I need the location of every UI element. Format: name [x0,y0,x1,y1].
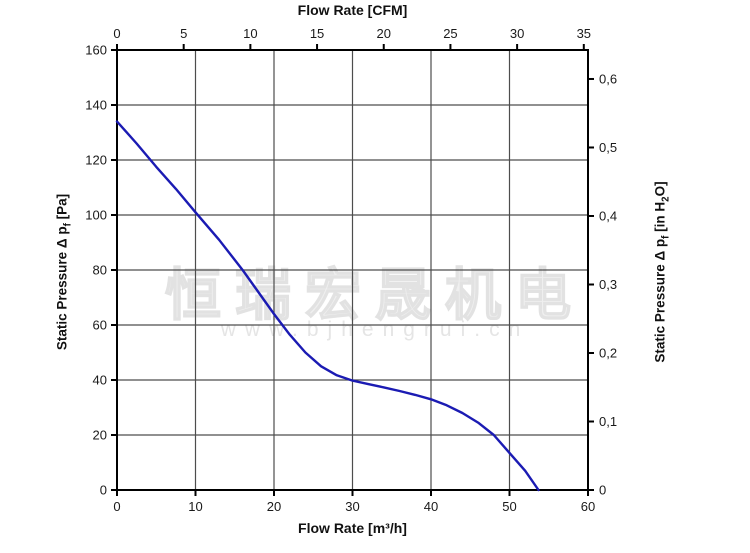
y-right-tick-label: 0,4 [599,208,617,223]
bottom-axis-title: Flow Rate [m³/h] [298,520,407,536]
x-top-tick-label: 15 [310,26,324,41]
x-bottom-tick-label: 60 [581,499,595,514]
static-pressure-curve [115,120,540,492]
y-right-tick-label: 0,1 [599,414,617,429]
x-top-tick-label: 20 [377,26,391,41]
x-bottom-tick-label: 10 [188,499,202,514]
y-left-tick-label: 80 [93,263,107,278]
y-left-tick-label: 160 [85,43,107,58]
x-bottom-tick-label: 40 [424,499,438,514]
x-bottom-tick-label: 30 [345,499,359,514]
x-bottom-tick-label: 20 [267,499,281,514]
x-bottom-tick-label: 0 [113,499,120,514]
x-top-tick-label: 30 [510,26,524,41]
y-left-tick-label: 100 [85,208,107,223]
y-left-tick-label: 20 [93,428,107,443]
y-left-tick-label: 140 [85,98,107,113]
x-top-tick-label: 35 [577,26,591,41]
x-top-tick-label: 0 [113,26,120,41]
y-left-tick-label: 0 [100,483,107,498]
y-left-tick-label: 40 [93,373,107,388]
x-top-tick-label: 25 [443,26,457,41]
top-axis-title: Flow Rate [CFM] [297,2,408,18]
y-right-tick-label: 0,6 [599,71,617,86]
x-top-tick-label: 10 [243,26,257,41]
x-top-tick-label: 5 [180,26,187,41]
y-right-tick-label: 0 [599,483,606,498]
y-left-tick-label: 60 [93,318,107,333]
y-right-tick-label: 0,2 [599,345,617,360]
y-right-tick-label: 0,5 [599,140,617,155]
y-left-tick-label: 120 [85,153,107,168]
x-bottom-tick-label: 50 [502,499,516,514]
y-right-tick-label: 0,3 [599,277,617,292]
